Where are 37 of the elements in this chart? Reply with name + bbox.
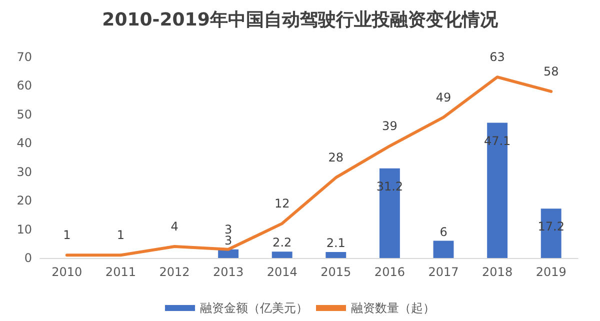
bar — [433, 240, 454, 258]
y-tick-label: 30 — [16, 164, 32, 179]
y-tick-label: 20 — [16, 194, 32, 208]
x-tick-label: 2014 — [266, 265, 298, 279]
x-tick-label: 2017 — [428, 265, 459, 279]
legend-label: 融资数量（起） — [351, 301, 435, 315]
x-tick-label: 2019 — [536, 265, 566, 279]
bar — [326, 252, 346, 258]
y-tick-label: 60 — [16, 78, 32, 93]
y-tick-label: 50 — [16, 107, 32, 122]
bar — [272, 252, 292, 258]
data-label: 39 — [382, 119, 398, 134]
data-label: 1 — [116, 228, 125, 242]
data-label: 58 — [543, 64, 559, 78]
data-label: 4 — [170, 220, 178, 234]
data-label: 12 — [274, 196, 290, 211]
data-label: 2.2 — [272, 236, 292, 250]
data-label: 63 — [490, 50, 505, 64]
data-label: 1 — [63, 228, 71, 242]
x-tick-label: 2013 — [213, 265, 244, 279]
y-tick-label: 0 — [24, 251, 32, 265]
y-tick-label: 10 — [16, 222, 32, 236]
x-tick-label: 2012 — [159, 265, 190, 279]
data-label: 49 — [436, 90, 452, 104]
x-tick-label: 2016 — [374, 265, 405, 279]
x-tick-label: 2018 — [482, 265, 513, 279]
y-tick-label: 40 — [16, 136, 32, 150]
x-tick-label: 2015 — [320, 265, 352, 279]
bar — [218, 249, 239, 258]
y-tick-label: 70 — [16, 50, 32, 64]
legend-label: 融资金额（亿美元） — [200, 301, 308, 315]
data-label: 28 — [328, 150, 344, 165]
chart-title: 2010-2019年中国自动驾驶行业投融资变化情况 — [102, 10, 499, 30]
x-tick-label: 2011 — [105, 265, 136, 279]
data-label: 6 — [440, 224, 448, 239]
data-label: 2.1 — [326, 236, 346, 250]
x-tick-label: 2010 — [52, 265, 82, 279]
